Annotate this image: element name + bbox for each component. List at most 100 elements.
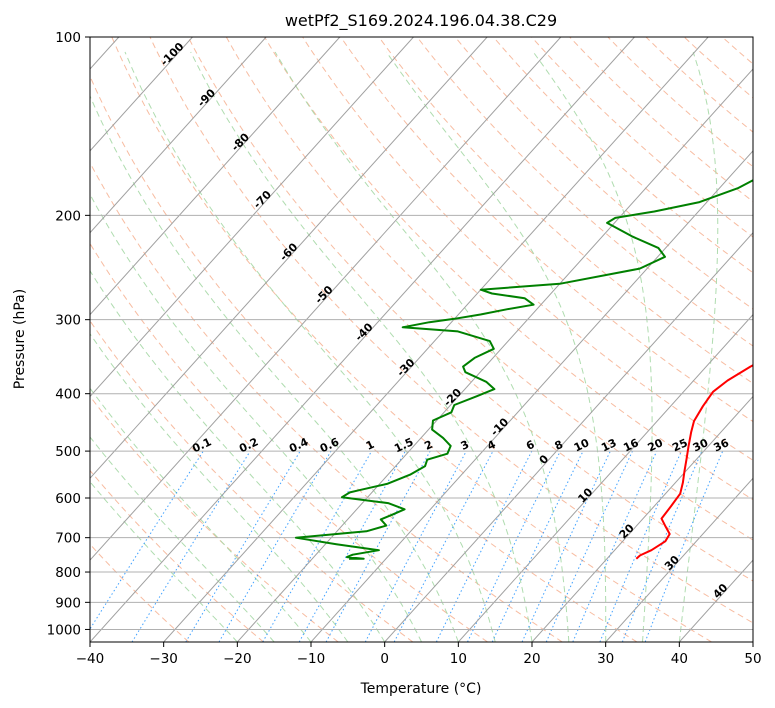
isotherm-label: -80 — [229, 130, 252, 153]
x-tick-label: −30 — [149, 651, 178, 667]
isotherm-label: -20 — [441, 386, 464, 409]
mixing-ratio-label: 16 — [621, 436, 641, 454]
axes: −40 −30 −20 −10 0 10 20 30 40 5010020030040050060… — [47, 30, 762, 667]
mixing-ratio-label: 0.1 — [190, 435, 213, 455]
dry-adiabat — [90, 320, 414, 642]
x-tick-label: −20 — [223, 651, 252, 667]
x-tick-label: 50 — [744, 651, 761, 667]
y-tick-label: 800 — [55, 565, 81, 581]
mixing-ratio-line — [185, 450, 301, 642]
mixing-ratio-line — [545, 450, 633, 642]
y-tick-label: 500 — [55, 444, 81, 460]
x-axis-label: Temperature (°C) — [360, 681, 482, 697]
dry-adiabat — [187, 37, 753, 582]
dry-adiabat — [454, 37, 753, 310]
moist-adiabat — [190, 51, 533, 642]
y-tick-label: 300 — [55, 313, 81, 329]
y-tick-label: 1000 — [47, 622, 81, 638]
moist-adiabat — [678, 51, 719, 642]
isotherm-line — [90, 37, 267, 234]
mixing-ratio-label: 0.4 — [287, 435, 310, 455]
isotherm-label: 40 — [710, 581, 730, 601]
isotherm-label: -50 — [312, 283, 335, 306]
isotherm-line — [457, 313, 753, 642]
moist-adiabat — [90, 94, 459, 642]
dry-adiabat — [149, 37, 753, 624]
isotherm-line — [90, 37, 414, 398]
y-axis-label: Pressure (hPa) — [12, 289, 28, 389]
chart-title: wetPf2_S169.2024.196.04.38.C29 — [285, 11, 557, 31]
x-tick-label: 0 — [380, 651, 389, 667]
dry-adiabat — [493, 37, 753, 274]
isotherm-label: -60 — [277, 240, 300, 263]
mixing-ratio-label: 4 — [485, 438, 498, 453]
isotherm-line — [90, 37, 562, 561]
isotherm-line — [605, 477, 753, 642]
x-tick-label: 40 — [671, 651, 688, 667]
mixing-ratio-line — [644, 450, 724, 642]
isotherm-line — [90, 37, 635, 642]
moist-adiabat — [90, 387, 312, 642]
mixing-ratio-label: 1.5 — [392, 435, 415, 455]
x-tick-label: −40 — [76, 651, 105, 667]
isotherm-line — [163, 37, 709, 642]
mixing-ratio-line — [491, 450, 584, 642]
plot-frame — [89, 36, 754, 643]
x-tick-label: −10 — [297, 651, 326, 667]
dry-adiabat — [531, 37, 753, 238]
mixing-ratio-line — [599, 450, 682, 642]
mixing-ratio-label: 36 — [712, 436, 732, 454]
dry-adiabat — [264, 37, 753, 501]
mixing-ratio-label: 10 — [572, 436, 592, 454]
y-tick-label: 700 — [55, 531, 81, 547]
moist-adiabat — [90, 332, 349, 642]
moist-adiabat — [90, 481, 238, 642]
isotherm-label: -100 — [158, 40, 187, 69]
dry-adiabat — [90, 469, 264, 642]
dry-adiabat — [225, 37, 753, 541]
background-lines — [90, 37, 775, 642]
y-tick-label: 400 — [55, 387, 81, 403]
isotherm-label: -30 — [394, 356, 417, 379]
y-tick-label: 100 — [55, 30, 81, 46]
dry-adiabat — [607, 37, 753, 168]
mixing-ratio-line — [131, 450, 251, 642]
temperature-line — [635, 364, 753, 560]
dry-adiabat — [90, 75, 638, 642]
dry-adiabat — [111, 37, 712, 642]
mixing-ratio-label: 0.6 — [318, 435, 341, 455]
isotherm-label: 20 — [617, 521, 637, 541]
dry-adiabat — [340, 37, 753, 423]
isotherm-label: -40 — [352, 320, 375, 343]
mixing-ratio-label: 1 — [364, 438, 376, 453]
profile-lines — [294, 179, 753, 560]
mixing-ratio-label: 30 — [691, 436, 711, 454]
mixing-ratio-line — [435, 450, 533, 642]
isotherm-line — [90, 37, 488, 480]
isotherm-line — [678, 559, 753, 642]
dry-adiabat — [761, 37, 775, 642]
dry-adiabat — [90, 242, 488, 642]
moist-adiabat — [90, 193, 422, 642]
moist-adiabat — [274, 51, 570, 642]
moist-adiabat — [385, 51, 607, 642]
isotherm-line — [531, 395, 753, 642]
isotherm-line — [90, 37, 193, 152]
moist-adiabat — [124, 51, 496, 642]
y-tick-label: 900 — [55, 595, 81, 611]
moist-adiabat — [532, 51, 653, 642]
isotherm-line — [384, 231, 753, 642]
isotherm-line — [236, 68, 753, 642]
y-tick-label: 600 — [55, 491, 81, 507]
mixing-ratio-label: 3 — [459, 438, 471, 453]
isotherm-line — [90, 37, 341, 316]
isotherm-line — [752, 641, 753, 642]
mixing-ratio-line — [572, 450, 658, 642]
mixing-ratio-label: 8 — [553, 438, 565, 453]
x-tick-label: 30 — [597, 651, 614, 667]
mixing-ratio-label: 6 — [524, 438, 537, 453]
isotherm-label: -10 — [488, 415, 511, 438]
mixing-ratio-line — [364, 450, 467, 642]
dry-adiabat — [683, 37, 753, 99]
